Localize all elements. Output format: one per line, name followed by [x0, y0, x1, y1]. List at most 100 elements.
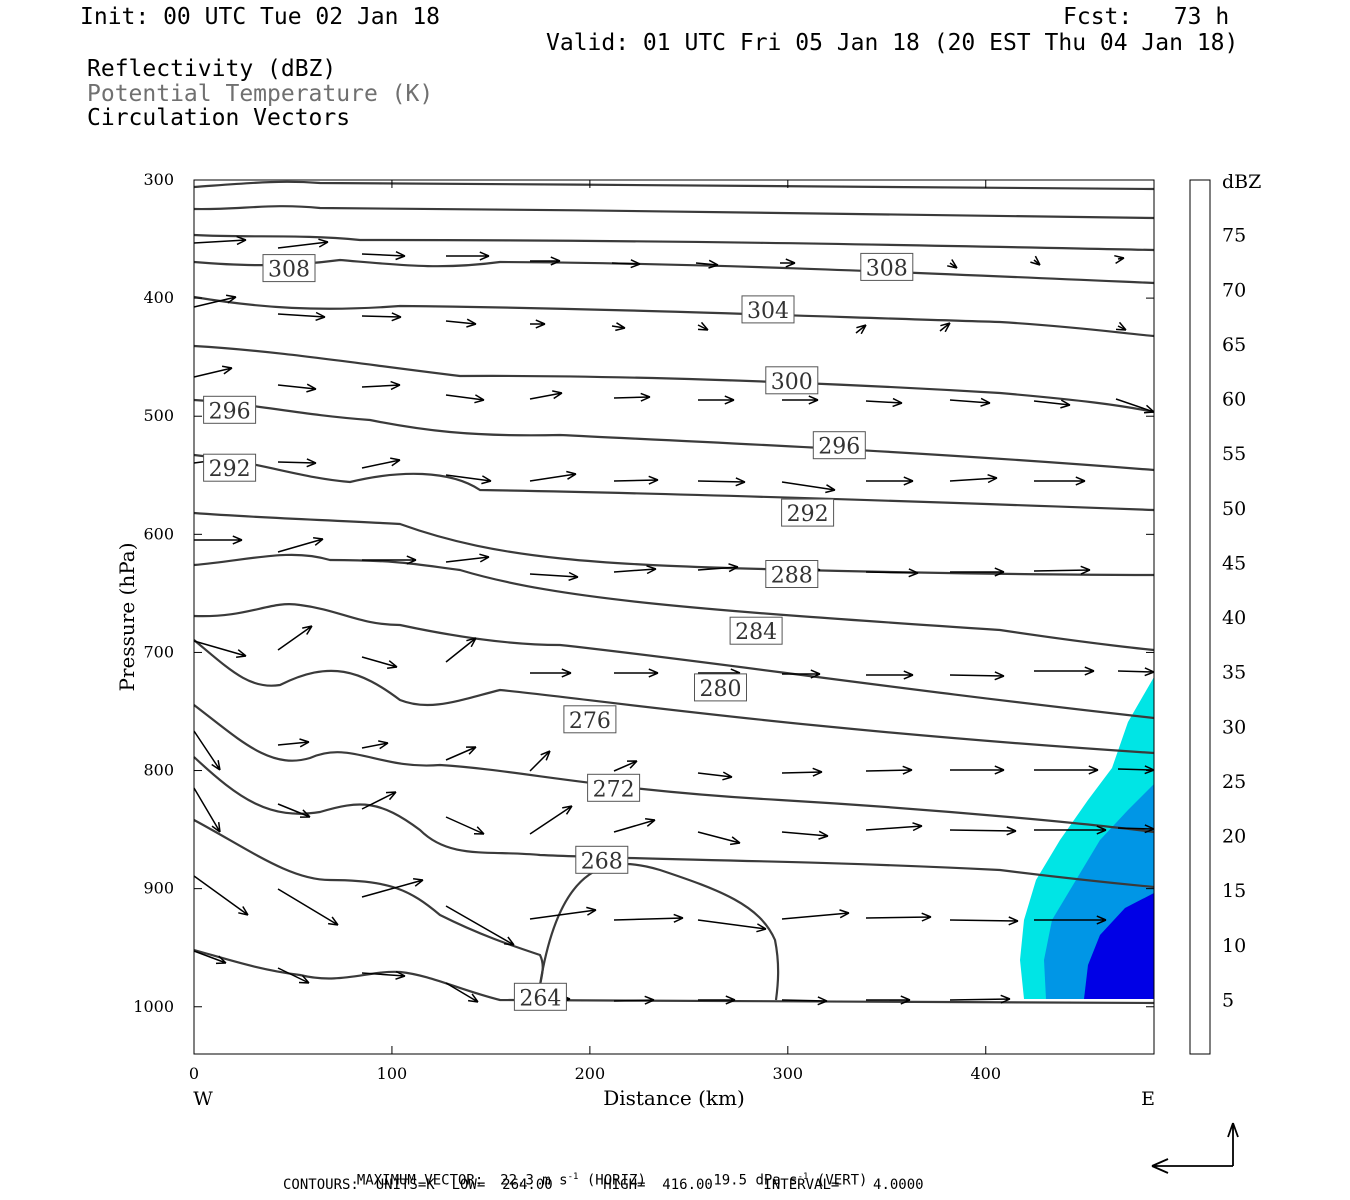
colorbar-level-label: 45 [1222, 552, 1246, 574]
circulation-vector [866, 670, 914, 680]
max-vector-line: MAXIMUM VECTOR: 22.3 m s-1 (HORIZ) 19.5 … [356, 1172, 868, 1189]
contour-label: 296 [812, 431, 866, 460]
circulation-vectors [193, 235, 1155, 1006]
contour-label: 308 [262, 254, 316, 283]
colorbar-level-label: 65 [1222, 334, 1246, 356]
contour-label: 276 [563, 705, 617, 734]
theta-contour-line [193, 756, 1155, 889]
contour-label: 280 [694, 673, 747, 702]
y-tick-label: 400 [143, 288, 174, 307]
circulation-vector [698, 995, 736, 1005]
dbz-15-region [1084, 893, 1154, 999]
circulation-vector [445, 905, 515, 946]
colorbar-level-label: 55 [1222, 443, 1246, 465]
circulation-vector [277, 383, 317, 393]
theta-contour-labels: 308 308 304 300 296 296 292 292 288 284 280 276 272 2… [203, 252, 914, 1011]
circulation-vector [445, 746, 477, 761]
circulation-vector [529, 805, 573, 835]
colorbar-level-label: 35 [1222, 662, 1246, 684]
circulation-vector [361, 791, 397, 810]
x-tick-label: 200 [575, 1064, 606, 1083]
contour-label-text: 288 [771, 564, 813, 589]
init-time: Init: 00 UTC Tue 02 Jan 18 [80, 4, 441, 30]
dbz-colorbar: dBZ 5 10 15 20 25 30 35 40 45 50 55 60 65 70 75 [1189, 171, 1261, 1055]
contour-label-text: 296 [209, 399, 251, 424]
circulation-vector [780, 258, 796, 268]
theta-contour-line [193, 553, 1155, 652]
circulation-vector [611, 322, 626, 332]
contour-label: 272 [587, 773, 641, 802]
contour-label-text: 272 [593, 777, 635, 802]
y-axis-title: Pressure (hPa) [115, 543, 139, 692]
circulation-vector [697, 919, 767, 933]
x-tick-label: 400 [970, 1064, 1001, 1083]
circulation-vector [949, 473, 998, 484]
x-axis-title: Distance (km) [603, 1086, 745, 1110]
circulation-vector [865, 568, 919, 578]
contour-label: 284 [729, 616, 783, 645]
circulation-vector [1114, 254, 1125, 265]
circulation-vector [362, 555, 417, 565]
circulation-vector [445, 318, 477, 328]
theta-contour-line [193, 639, 1155, 755]
circulation-vector [361, 656, 398, 669]
y-tick-label: 700 [143, 642, 174, 661]
circulation-vector [697, 321, 709, 331]
contour-label-text: 308 [268, 258, 310, 283]
circulation-vector [1030, 255, 1041, 266]
contour-label-text: 276 [569, 709, 611, 734]
y-tick-label: 800 [143, 761, 174, 780]
theta-contour-line [193, 819, 544, 986]
circulation-vector [611, 259, 641, 269]
contour-label: 292 [203, 453, 257, 482]
theta-contour-line [193, 511, 1155, 577]
circulation-vector [781, 996, 828, 1006]
circulation-vector [855, 324, 867, 335]
forecast-hour: Fcst: 73 h [1063, 4, 1230, 30]
circulation-vector [529, 571, 579, 582]
colorbar-unit: dBZ [1222, 171, 1261, 193]
circulation-vector [1034, 915, 1107, 925]
circulation-vector [781, 481, 836, 494]
theta-contour-line [193, 948, 1155, 1005]
circulation-vector [613, 760, 638, 772]
circulation-vector [277, 738, 310, 748]
circulation-vector [697, 477, 746, 487]
circulation-vector [529, 390, 563, 400]
colorbar-level-label: 75 [1222, 225, 1246, 247]
colorbar-level-label: 20 [1222, 826, 1246, 848]
circulation-vector [781, 767, 823, 777]
colorbar-level-label: 60 [1222, 389, 1246, 411]
circulation-vector [1115, 321, 1127, 331]
circulation-vector [950, 765, 1005, 775]
max-vert-value: 19.5 dPa s [713, 1172, 798, 1189]
circulation-vector [277, 311, 326, 322]
circulation-vector [1034, 825, 1107, 835]
theta-contour-line [193, 344, 1155, 414]
circulation-vector [529, 750, 551, 772]
circulation-vector [277, 803, 311, 818]
circulation-vector [445, 474, 492, 485]
circulation-vector [781, 909, 850, 920]
circulation-vector [277, 238, 329, 249]
circulation-vector [194, 535, 243, 545]
x-east-label: E [1141, 1088, 1155, 1110]
circulation-vector [361, 312, 402, 322]
theta-contour-line [193, 205, 1155, 220]
circulation-vector [530, 256, 561, 266]
circulation-vector [361, 380, 401, 391]
theta-contour-line [193, 233, 1155, 252]
x-west-label: W [193, 1088, 213, 1110]
colorbar-level-label: 15 [1222, 880, 1246, 902]
colorbar-level-label: 70 [1222, 279, 1246, 301]
circulation-vector [613, 818, 656, 833]
circulation-vector [530, 319, 546, 329]
circulation-vector [613, 392, 651, 402]
circulation-vector [613, 475, 659, 485]
y-tick-label: 1000 [133, 997, 174, 1016]
reflectivity-fill [1020, 677, 1154, 999]
circulation-vector [1034, 666, 1095, 676]
circulation-vector [361, 251, 406, 261]
circulation-vector [361, 877, 424, 898]
